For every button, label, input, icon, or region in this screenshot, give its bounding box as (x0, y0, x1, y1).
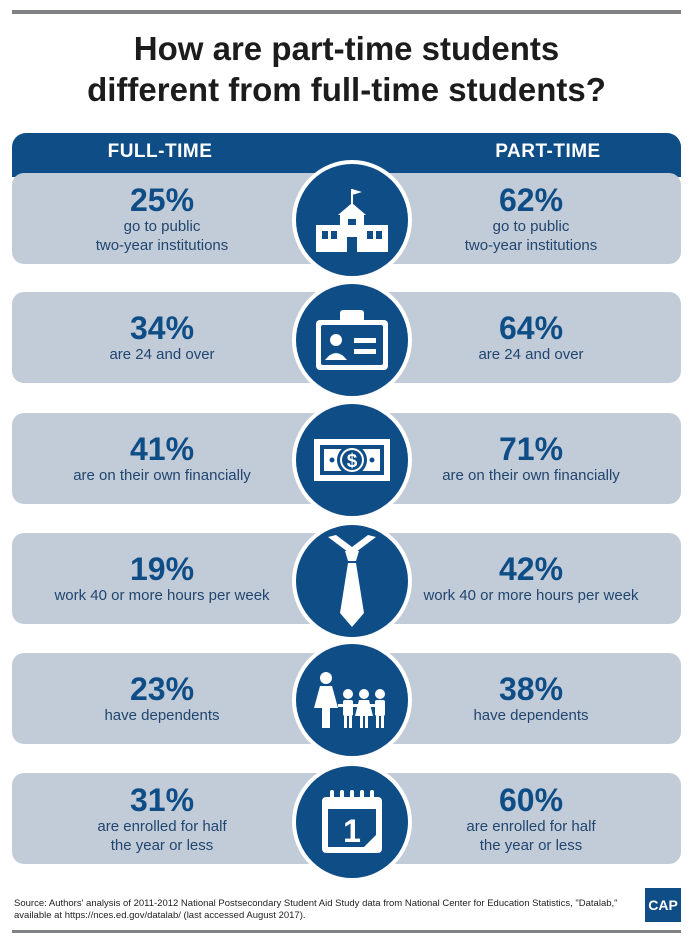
full-time-header: FULL-TIME (107, 141, 213, 162)
full-time-desc: are on their own financially (73, 467, 251, 484)
family-icon-badge (292, 640, 412, 760)
calendar-icon-badge: 1 (292, 762, 412, 882)
part-time-desc: are enrolled for half (466, 817, 596, 835)
full-time-desc-2: the year or less (110, 836, 214, 854)
part-time-header: PART-TIME (495, 141, 601, 162)
part-time-desc: are on their own financially (442, 467, 620, 484)
full-time-desc: go to public (123, 217, 201, 235)
part-time-desc-2: two-year institutions (464, 236, 598, 254)
necktie-icon (328, 535, 376, 627)
part-time-percent: 42% (498, 551, 564, 587)
calendar-day: 1 (343, 813, 361, 849)
part-time-cell: 42% work 40 or more hours per week (381, 533, 681, 624)
necktie-icon-badge (292, 521, 412, 641)
full-time-percent: 41% (129, 431, 195, 467)
full-time-cell: 23% have dependents (12, 653, 312, 744)
full-time-desc: work 40 or more hours per week (54, 587, 270, 604)
family-icon (314, 672, 385, 728)
page-title: How are part-time students different fro… (0, 28, 693, 110)
full-time-cell: 31% are enrolled for half the year or le… (12, 773, 312, 864)
full-time-cell: 19% work 40 or more hours per week (12, 533, 312, 624)
full-time-percent: 23% (129, 671, 195, 707)
full-time-desc: have dependents (104, 707, 220, 724)
source-line-2: available at https://nces.ed.gov/datalab… (14, 910, 306, 921)
title-line-2: different from full-time students? (87, 71, 606, 108)
part-time-desc: go to public (492, 217, 570, 235)
dollar-bill-icon-badge: $ (292, 400, 412, 520)
full-time-desc-2: two-year institutions (95, 236, 229, 254)
calendar-icon: 1 (322, 790, 382, 853)
part-time-percent: 62% (498, 181, 564, 218)
part-time-percent: 64% (498, 310, 564, 346)
full-time-percent: 31% (129, 781, 195, 818)
part-time-percent: 38% (498, 671, 564, 707)
source-note: Source: Authors' analysis of 2011-2012 N… (14, 898, 624, 922)
part-time-percent: 71% (498, 431, 564, 467)
part-time-desc-2: the year or less (479, 836, 583, 854)
part-time-desc: work 40 or more hours per week (423, 587, 639, 604)
part-time-percent: 60% (498, 781, 564, 818)
id-card-icon-badge (292, 280, 412, 400)
part-time-desc: are 24 and over (478, 346, 584, 363)
school-icon-badge (292, 160, 412, 280)
full-time-percent: 25% (129, 181, 195, 218)
part-time-cell: 71% are on their own financially (381, 413, 681, 504)
full-time-cell: 34% are 24 and over (12, 292, 312, 383)
full-time-cell: 25% go to public two-year institutions (12, 173, 312, 264)
cap-logo: CAP (645, 888, 681, 922)
bottom-rule (12, 930, 681, 933)
part-time-cell: 62% go to public two-year institutions (381, 173, 681, 264)
full-time-desc: are enrolled for half (97, 817, 227, 835)
dollar-symbol: $ (347, 451, 358, 472)
part-time-cell: 60% are enrolled for half the year or le… (381, 773, 681, 864)
id-card-icon (316, 310, 388, 370)
full-time-percent: 34% (129, 310, 195, 346)
source-line-1: Source: Authors' analysis of 2011-2012 N… (14, 898, 618, 909)
part-time-cell: 38% have dependents (381, 653, 681, 744)
part-time-cell: 64% are 24 and over (381, 292, 681, 383)
full-time-desc: are 24 and over (109, 346, 215, 363)
title-line-1: How are part-time students (133, 30, 560, 67)
part-time-desc: have dependents (473, 707, 589, 724)
dollar-bill-icon: $ (314, 439, 390, 481)
full-time-percent: 19% (129, 551, 195, 587)
school-icon (316, 189, 388, 252)
top-rule (12, 10, 681, 14)
full-time-cell: 41% are on their own financially (12, 413, 312, 504)
